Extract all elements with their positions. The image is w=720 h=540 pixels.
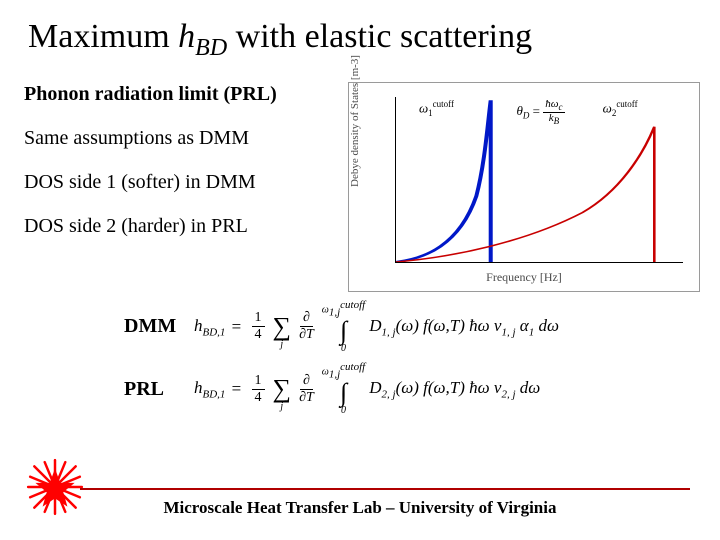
equations: DMM hBD,1 = 14 ∑j ∂∂T ω1,jcutoff∫0 D1, j…	[0, 292, 720, 417]
eq-dmm: DMM hBD,1 = 14 ∑j ∂∂T ω1,jcutoff∫0 D1, j…	[124, 300, 690, 354]
title-sub: BD	[195, 35, 227, 61]
bullet-3: DOS side 1 (softer) in DMM	[24, 170, 334, 194]
slide-title: Maximum hBD with elastic scattering	[0, 0, 720, 62]
annot-w1: ω1cutoff	[419, 99, 454, 118]
curve-red	[396, 126, 654, 261]
upper-row: Phonon radiation limit (PRL) Same assump…	[0, 62, 720, 292]
title-pre: Maximum	[28, 18, 178, 55]
title-var: h	[178, 18, 195, 55]
eq-dmm-body: hBD,1 = 14 ∑j ∂∂T ω1,jcutoff∫0 D1, j(ω) …	[194, 300, 559, 354]
bullet-1: Phonon radiation limit (PRL)	[24, 82, 334, 106]
eq-prl: PRL hBD,1 = 14 ∑j ∂∂T ω1,jcutoff∫0 D2, j…	[124, 362, 690, 416]
eq-dmm-label: DMM	[124, 315, 194, 338]
bullet-4: DOS side 2 (harder) in PRL	[24, 214, 334, 238]
curve-blue	[396, 100, 491, 262]
chart-xlabel: Frequency [Hz]	[349, 270, 699, 285]
chart-axes: ω1cutoff θD = ħωckB ω2cutoff	[395, 97, 683, 263]
eq-prl-label: PRL	[124, 378, 194, 401]
footer-divider	[80, 488, 690, 490]
title-post: with elastic scattering	[227, 18, 532, 55]
dos-chart: Debye density of States [m-3] ω1cutoff θ…	[348, 82, 700, 292]
eq-prl-body: hBD,1 = 14 ∑j ∂∂T ω1,jcutoff∫0 D2, j(ω) …	[194, 362, 540, 416]
chart-ylabel: Debye density of States [m-3]	[349, 55, 361, 187]
annot-w2: ω2cutoff	[603, 99, 638, 118]
bullet-list: Phonon radiation limit (PRL) Same assump…	[24, 82, 334, 292]
annot-theta: θD = ħωckB	[517, 99, 565, 126]
footer-text: Microscale Heat Transfer Lab – Universit…	[0, 498, 720, 518]
bullet-2: Same assumptions as DMM	[24, 126, 334, 150]
